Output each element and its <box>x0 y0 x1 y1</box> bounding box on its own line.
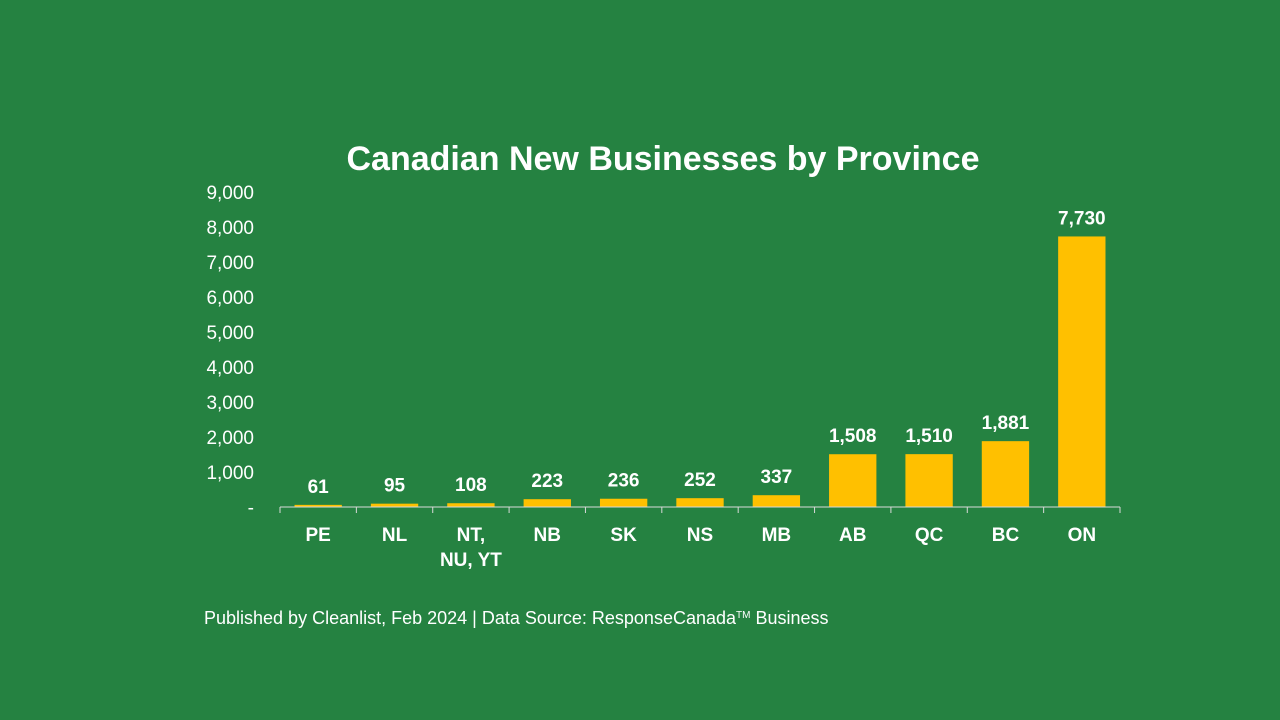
data-label: 1,508 <box>829 426 877 447</box>
footer-text-end: Business <box>750 608 829 628</box>
x-category-label: NT, NU, YT <box>440 525 502 571</box>
x-axis <box>279 506 1121 513</box>
footer-text: Published by Cleanlist, Feb 2024 | Data … <box>204 608 737 628</box>
bar <box>599 498 648 507</box>
bar <box>752 495 801 507</box>
data-label: 61 <box>308 477 330 498</box>
data-label: 108 <box>455 475 487 496</box>
y-tick-label: 7,000 <box>206 253 254 274</box>
bar <box>447 503 495 507</box>
data-labels-group: 61 95 108 223 236 252 337 1,508 1,510 1,881 7,730 <box>308 208 1106 497</box>
x-category-label: PE <box>306 525 331 546</box>
bar <box>905 454 953 507</box>
x-category-label: QC <box>915 525 944 546</box>
data-label: 95 <box>384 476 406 497</box>
x-category-label: MB <box>762 525 792 546</box>
data-label: 252 <box>684 470 716 491</box>
bar <box>523 499 571 507</box>
chart-title: Canadian New Businesses by Province <box>346 140 980 178</box>
data-label: 1,510 <box>905 426 953 447</box>
bars-group <box>294 236 1106 507</box>
data-label: 337 <box>761 467 793 488</box>
y-tick-label: 8,000 <box>206 218 254 239</box>
y-tick-label: 3,000 <box>206 393 254 414</box>
data-label: 223 <box>531 471 563 492</box>
trademark-mark: TM <box>736 610 751 621</box>
y-tick-label: 4,000 <box>206 358 254 379</box>
data-label: 236 <box>608 471 640 492</box>
x-category-label: NS <box>687 525 713 546</box>
y-tick-label: 5,000 <box>206 323 254 344</box>
data-label: 1,881 <box>982 413 1030 434</box>
bar <box>1058 236 1106 507</box>
x-category-label: ON <box>1068 525 1097 546</box>
bar <box>370 503 419 507</box>
x-category-label: NL <box>382 525 408 546</box>
y-tick-label: 6,000 <box>206 288 254 309</box>
bar <box>676 498 724 507</box>
bar <box>981 441 1030 507</box>
footer-source: Published by Cleanlist, Feb 2024 | Data … <box>204 604 829 630</box>
y-tick-label: - <box>248 498 254 519</box>
y-axis-ticks: - 1,000 2,000 3,000 4,000 5,000 6,000 7,000 8,00… <box>206 183 254 519</box>
y-tick-label: 9,000 <box>206 183 254 204</box>
bar <box>294 504 342 507</box>
x-axis-labels: PE NL NT, NU, YT NB SK NS MB AB QC BC ON <box>306 525 1097 571</box>
x-category-label: NB <box>534 525 561 546</box>
bar <box>829 454 877 507</box>
x-category-label: BC <box>992 525 1020 546</box>
data-label: 7,730 <box>1058 208 1106 229</box>
y-tick-label: 1,000 <box>206 463 254 484</box>
x-category-label: AB <box>839 525 866 546</box>
x-category-label: SK <box>610 525 637 546</box>
y-tick-label: 2,000 <box>206 428 254 449</box>
